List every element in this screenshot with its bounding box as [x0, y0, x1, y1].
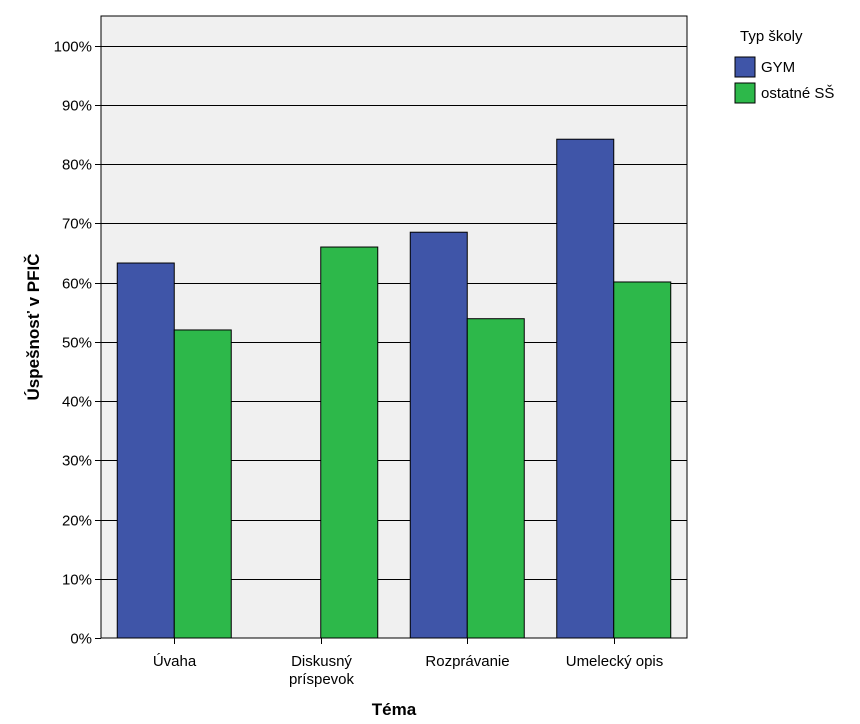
bar-ostatn-s--1 [320, 246, 379, 639]
x-tick-label: Umelecký opis [566, 653, 664, 670]
bar-ostatn-s--3 [613, 281, 672, 639]
x-axis-title: Téma [372, 700, 417, 719]
y-tick-label: 70% [62, 216, 92, 233]
x-tick-label: Úvaha [153, 653, 197, 670]
x-axis: Úvaha Diskusný príspevok Rozprávanie Umeleck… [153, 638, 663, 688]
y-tick-label: 50% [62, 335, 92, 352]
legend-title: Typ školy [740, 28, 803, 45]
y-tick-label: 80% [62, 157, 92, 174]
y-tick-label: 100% [54, 39, 92, 56]
y-tick-label: 40% [62, 394, 92, 411]
bar-ostatn-s--2 [466, 318, 525, 639]
bar-ostatn-s--0 [173, 329, 232, 639]
x-tick-label: Diskusný príspevok [289, 653, 355, 688]
y-axis: 0% 10% 20% 30% 40% 50% 60% 70% 80% 90% 100% [54, 39, 101, 648]
legend-label: GYM [761, 59, 795, 76]
y-tick-label: 10% [62, 572, 92, 589]
x-tick-label: Rozprávanie [425, 653, 509, 670]
y-tick-label: 0% [70, 631, 92, 648]
y-tick-label: 60% [62, 276, 92, 293]
bar-gym-2 [409, 231, 468, 639]
y-tick-label: 30% [62, 453, 92, 470]
legend: Typ školy GYM ostatné SŠ [734, 28, 834, 104]
bar-gym-3 [556, 138, 615, 639]
y-tick-label: 90% [62, 98, 92, 115]
legend-label: ostatné SŠ [761, 85, 834, 102]
y-tick-label: 20% [62, 513, 92, 530]
y-axis-title: Úspešnosť v PFIČ [24, 253, 43, 400]
bar-gym-0 [116, 262, 175, 639]
plot-border [100, 15, 688, 639]
legend-swatch [734, 56, 756, 78]
bars [116, 138, 672, 639]
legend-swatch [734, 82, 756, 104]
